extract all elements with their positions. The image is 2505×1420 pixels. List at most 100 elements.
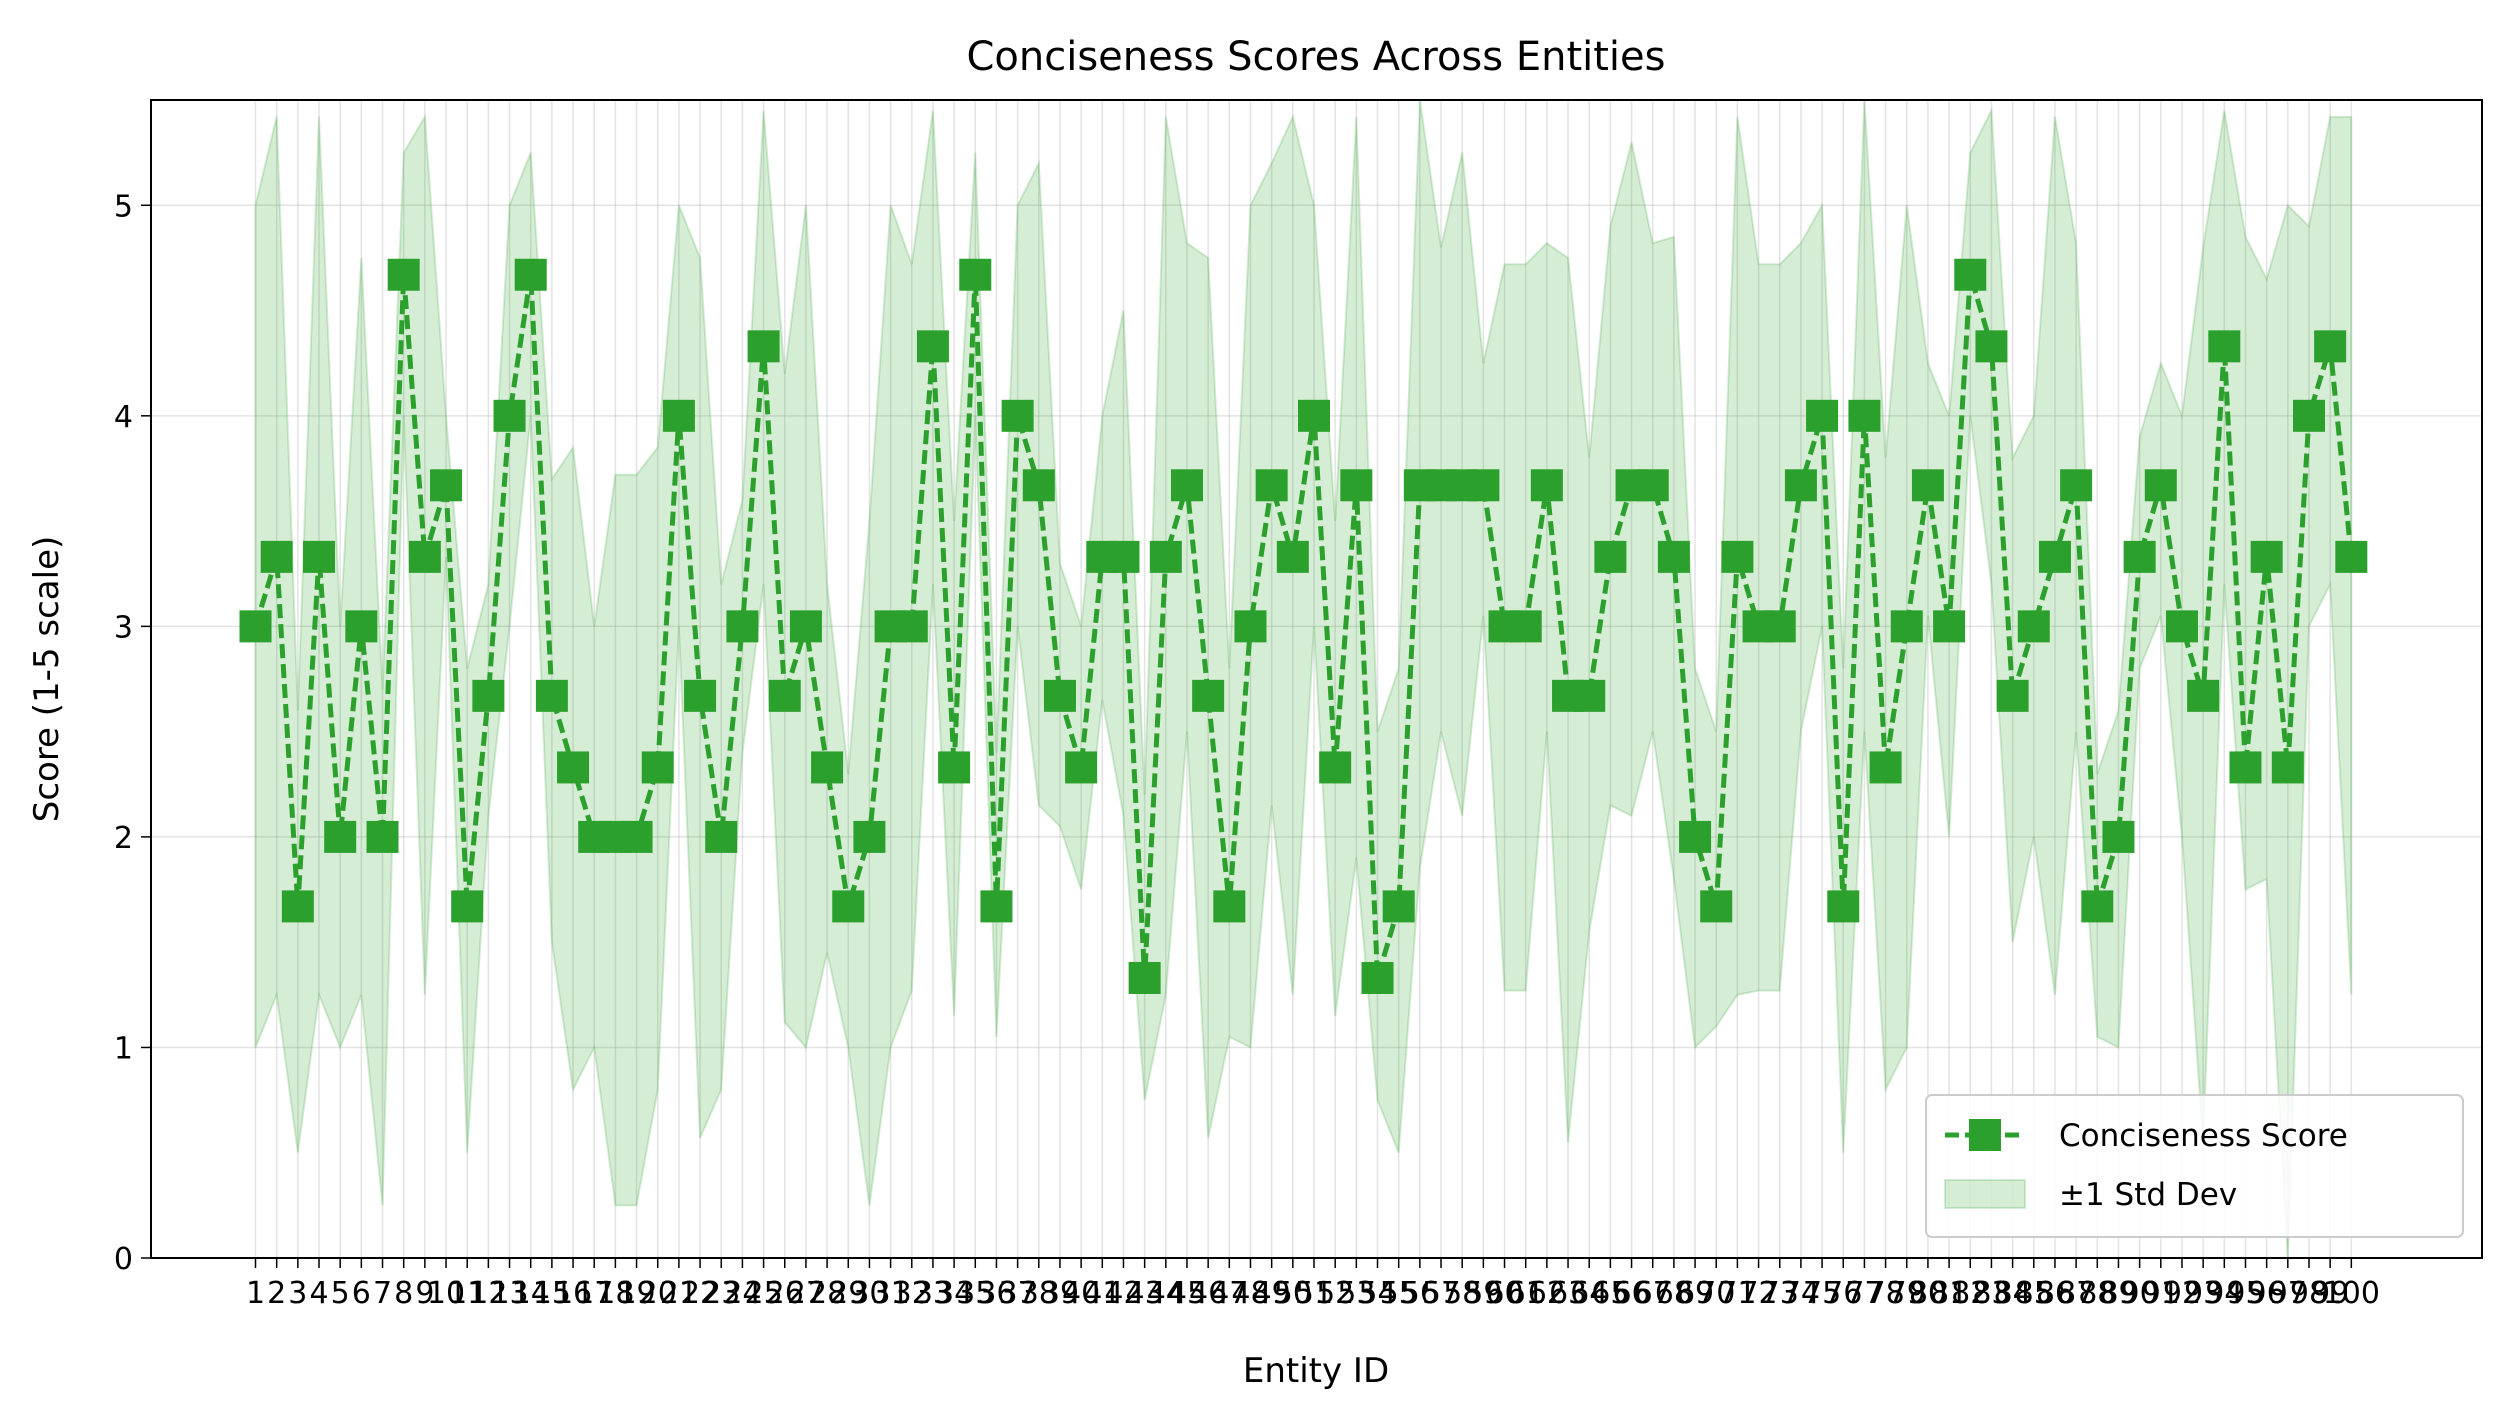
score-point [2314,330,2347,363]
x-tick-label: 77 [1845,1276,1883,1311]
x-tick-label: 55 [1380,1276,1418,1311]
x-tick-label: 28 [808,1276,846,1311]
x-tick-label: 69 [1676,1276,1714,1311]
x-tick-label: 21 [660,1276,698,1311]
score-point [2102,820,2135,853]
x-tick-label: 15 [533,1276,571,1311]
score-point [1657,540,1690,573]
score-point [789,610,822,643]
x-tick-label: 100 [2323,1276,2380,1311]
score-point [2123,540,2156,573]
score-point [2144,469,2177,502]
score-point [641,751,674,784]
score-point [1382,890,1415,923]
score-markers [239,258,2368,994]
x-tick-label: 30 [850,1276,888,1311]
x-tick-label: 20 [639,1276,677,1311]
score-point [2017,610,2050,643]
x-tick-label: 79 [1888,1276,1926,1311]
x-tick-label: 48 [1231,1276,1269,1311]
x-tick-label: 22 [681,1276,719,1311]
score-point [832,890,865,923]
y-axis-ticks: 0 1 2 3 4 5 [114,189,151,1277]
score-point [1806,399,1839,432]
score-point [1467,469,1500,502]
x-tick-label: 54 [1358,1276,1396,1311]
legend-marker-swatch [1969,1119,2001,1151]
score-point [260,540,293,573]
legend-label-score: Conciseness Score [2059,1118,2348,1154]
x-tick-label: 47 [1210,1276,1248,1311]
score-point [1149,540,1182,573]
score-point [557,751,590,784]
x-tick-label: 24 [723,1276,761,1311]
score-point [1022,469,1055,502]
x-tick-label: 66 [1612,1276,1650,1311]
x-tick-label: 76 [1824,1276,1862,1311]
score-point [620,820,653,853]
score-point [493,399,526,432]
y-tick-label: 5 [114,189,133,224]
score-point [2038,540,2071,573]
x-tick-label: 40 [1062,1276,1100,1311]
chart-title: Conciseness Scores Across Entities [966,34,1665,80]
x-tick-label: 31 [872,1276,910,1311]
x-tick-label: 9 [415,1276,434,1311]
x-tick-label: 39 [1041,1276,1079,1311]
x-tick-label: 89 [2099,1276,2137,1311]
score-point [387,258,420,291]
x-tick-label: 26 [766,1276,804,1311]
score-point [408,540,441,573]
score-point [366,820,399,853]
score-point [1340,469,1373,502]
score-point [345,610,378,643]
y-tick-label: 2 [114,821,133,856]
x-tick-label: 82 [1951,1276,1989,1311]
x-tick-label: 90 [2121,1276,2159,1311]
score-point [1043,679,1076,712]
x-tick-label: 87 [2057,1276,2095,1311]
x-tick-label: 71 [1718,1276,1756,1311]
x-tick-label: 74 [1782,1276,1820,1311]
score-point [662,399,695,432]
score-point [2229,751,2262,784]
x-tick-label: 42 [1104,1276,1142,1311]
score-point [1255,469,1288,502]
score-point [1679,820,1712,853]
score-point [1975,330,2008,363]
x-tick-label: 34 [935,1276,973,1311]
x-tick-label: 36 [977,1276,1015,1311]
score-point [1276,540,1309,573]
score-point [451,890,484,923]
x-tick-label: 84 [1994,1276,2032,1311]
x-tick-label: 43 [1126,1276,1164,1311]
x-tick-label: 16 [554,1276,592,1311]
score-point [853,820,886,853]
x-tick-label: 75 [1803,1276,1841,1311]
x-tick-label: 53 [1337,1276,1375,1311]
x-axis-label: Entity ID [1243,1351,1389,1391]
score-point [1954,258,1987,291]
x-tick-label: 33 [914,1276,952,1311]
x-tick-label: 62 [1528,1276,1566,1311]
score-point [1594,540,1627,573]
x-tick-label: 72 [1739,1276,1777,1311]
score-point [1192,679,1225,712]
x-tick-label: 12 [469,1276,507,1311]
x-tick-label: 83 [1972,1276,2010,1311]
score-point [1319,751,1352,784]
x-tick-label: 98 [2290,1276,2328,1311]
score-point [1001,399,1034,432]
score-point [2335,540,2368,573]
x-tick-label: 85 [2015,1276,2053,1311]
y-tick-label: 0 [114,1242,133,1277]
score-point [1933,610,1966,643]
score-point [1848,399,1881,432]
std-dev-band [254,100,2353,1258]
plot-frame [150,99,2483,1259]
score-point [1234,610,1267,643]
x-tick-label: 4 [309,1276,328,1311]
x-tick-label: 10 [427,1276,465,1311]
x-tick-label: 70 [1697,1276,1735,1311]
score-point [281,890,314,923]
